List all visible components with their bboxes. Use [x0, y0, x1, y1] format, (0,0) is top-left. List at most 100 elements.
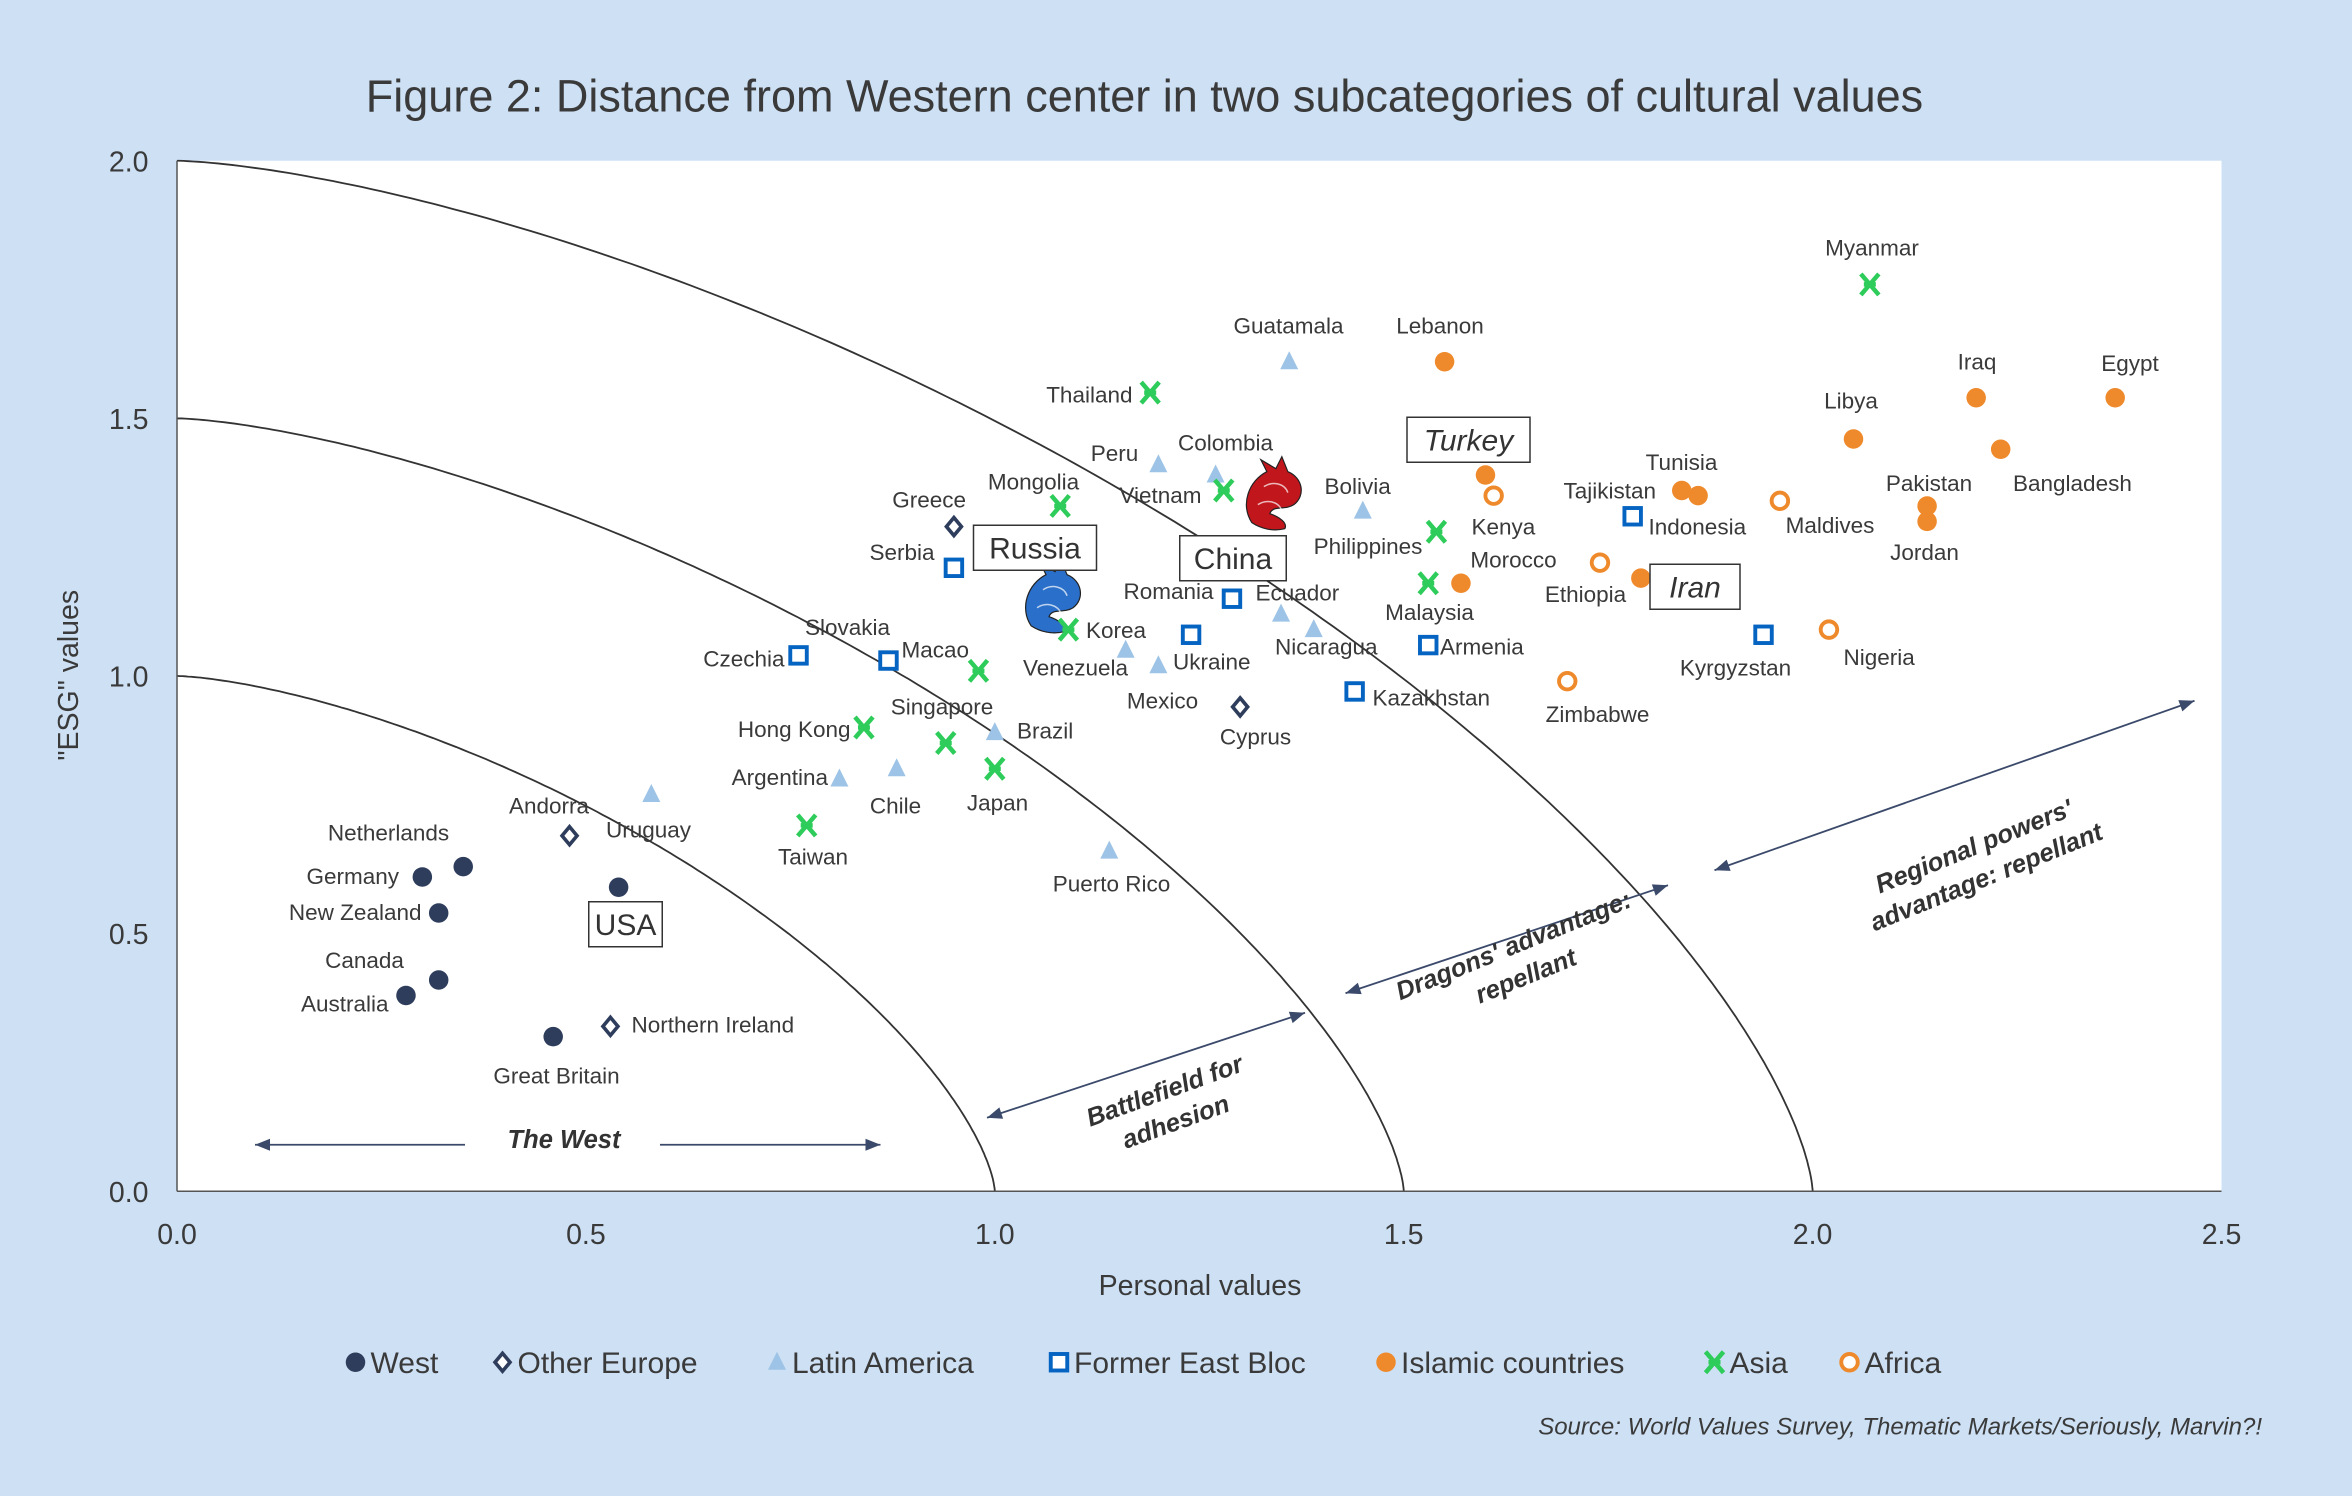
legend-item: Islamic countries: [1376, 1347, 1624, 1380]
data-point: [1818, 619, 1840, 640]
data-point: [967, 658, 990, 683]
legend: West Other Europe Latin America Former East…: [345, 1347, 1942, 1380]
point-label: Germany: [306, 864, 399, 889]
data-point: [1688, 485, 1708, 506]
legend-label: Islamic countries: [1401, 1347, 1624, 1380]
point-label: Jordan: [1890, 540, 1959, 565]
point-label: Korea: [1086, 618, 1147, 643]
legend-item: Former East Bloc: [1048, 1347, 1306, 1380]
point-label: Peru: [1091, 441, 1139, 466]
point-label: Serbia: [869, 540, 935, 565]
data-point: [1149, 655, 1168, 674]
point-label: Maldives: [1786, 513, 1875, 538]
highlight-label-text: Iran: [1669, 571, 1721, 604]
data-point: [1769, 490, 1791, 512]
data-point: [830, 768, 849, 787]
legend-label: Former East Bloc: [1074, 1347, 1306, 1380]
series-west: Netherlands Germany New Zealand Canada Austr…: [289, 820, 663, 1088]
data-point: [1206, 464, 1225, 483]
plot-area: [177, 160, 2222, 1192]
data-point: [1272, 603, 1291, 622]
point-label: Ukraine: [1173, 649, 1251, 674]
data-point: [984, 756, 1006, 781]
data-point: [1116, 639, 1135, 658]
y-axis-label: "ESG" values: [53, 590, 85, 761]
data-point: [428, 970, 449, 990]
data-point: [608, 877, 629, 898]
point-label: New Zealand: [289, 900, 422, 925]
data-point: [1344, 681, 1365, 702]
data-point: [1843, 429, 1864, 449]
point-label: Myanmar: [1825, 235, 1919, 260]
data-point: [1475, 465, 1496, 485]
point-label: Romania: [1123, 579, 1214, 604]
point-label: Singapore: [891, 694, 994, 719]
data-point: [559, 823, 580, 848]
data-point: [1483, 485, 1504, 506]
data-point: [1966, 388, 1986, 408]
data-point: [2105, 388, 2125, 408]
legend-label: Latin America: [792, 1347, 974, 1380]
point-label: Netherlands: [328, 820, 449, 845]
legend-label: Africa: [1865, 1347, 1942, 1380]
data-point: [1859, 272, 1881, 297]
data-point: [1280, 351, 1299, 370]
point-label: Nicaragua: [1275, 634, 1378, 659]
point-label: Philippines: [1314, 534, 1423, 559]
point-label: Kazakhstan: [1373, 685, 1491, 710]
point-label: Zimbabwe: [1546, 702, 1650, 727]
legend-marker: [1839, 1352, 1860, 1373]
data-point: [943, 557, 965, 578]
data-point: [1434, 351, 1455, 372]
legend-item: Africa: [1839, 1347, 1942, 1380]
x-tick-label: 1.5: [1384, 1219, 1424, 1251]
point-label: Tunisia: [1646, 450, 1718, 475]
data-point: [1990, 439, 2011, 460]
highlight-label-text: USA: [595, 909, 657, 942]
red-dragon-icon: [1245, 455, 1302, 531]
highlight-label: Iran: [1649, 563, 1741, 610]
point-label: Australia: [301, 991, 389, 1016]
legend-label: Asia: [1730, 1347, 1789, 1380]
point-label: Lebanon: [1396, 313, 1484, 338]
series-former-east-bloc: Czechia Slovakia Serbia Romania Ukraine Kazak…: [703, 478, 1791, 710]
legend-item: Latin America: [768, 1347, 974, 1380]
series-latin-america: Uruguay Argentina Chile Brazil Puerto Rico Ve…: [606, 313, 1391, 896]
data-point: [1753, 624, 1774, 645]
point-label: Brazil: [1017, 718, 1073, 743]
y-tick-label: 1.0: [109, 662, 149, 694]
highlight-label: Turkey: [1406, 416, 1531, 463]
data-point: [1425, 519, 1448, 544]
x-tick-label: 0.0: [157, 1219, 197, 1251]
point-label: Cyprus: [1220, 724, 1291, 749]
data-point: [887, 758, 906, 777]
y-tick-label: 1.5: [109, 404, 149, 436]
data-point: [788, 645, 809, 666]
data-point: [1049, 494, 1071, 518]
point-label: Thailand: [1046, 382, 1132, 407]
data-point: [935, 731, 957, 755]
y-tick-label: 0.5: [109, 919, 149, 951]
data-point: [396, 985, 416, 1006]
data-point: [642, 784, 661, 803]
west-annotation: The West: [508, 1126, 622, 1154]
legend-label: Other Europe: [518, 1347, 698, 1380]
dragon-label: China: [1179, 535, 1287, 582]
data-point: [853, 715, 875, 740]
legend-marker: [1048, 1352, 1070, 1373]
point-label: Bangladesh: [2013, 471, 2132, 496]
series-asia: Myanmar Thailand Mongolia Vietnam Philippine…: [738, 235, 1919, 869]
legend-marker: [1376, 1352, 1396, 1372]
data-point: [1100, 840, 1119, 859]
point-label: Vietnam: [1119, 483, 1201, 508]
point-label: Taiwan: [778, 844, 848, 869]
dragon-label-text: China: [1194, 543, 1273, 576]
data-point: [1180, 624, 1202, 645]
point-label: Hong Kong: [738, 717, 851, 742]
data-point: [1417, 571, 1439, 596]
x-axis-label: Personal values: [1099, 1270, 1302, 1302]
data-point: [428, 903, 449, 923]
point-label: Venezuela: [1023, 655, 1129, 680]
point-label: Mongolia: [988, 469, 1080, 494]
data-point: [985, 722, 1004, 741]
